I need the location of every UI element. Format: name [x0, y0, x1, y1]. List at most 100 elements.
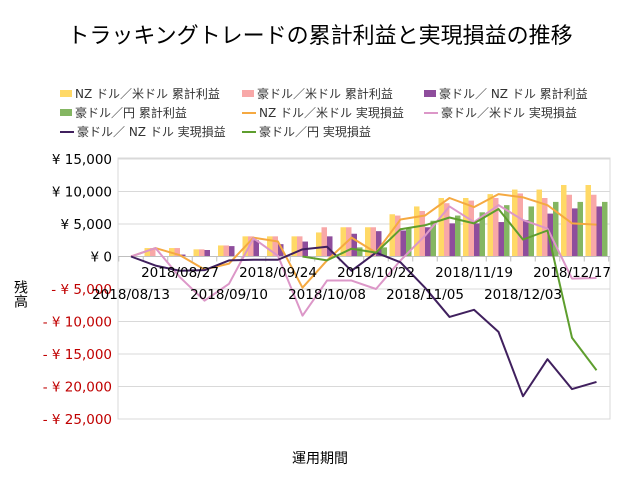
series-line	[130, 204, 597, 317]
x-tick-label: 2018/08/27	[141, 265, 219, 281]
legend-swatch	[242, 130, 256, 133]
legend-item: 豪ドル／米ドル 累計利益	[242, 85, 424, 102]
bar	[370, 227, 376, 257]
legend-label: NZ ドル／米ドル 累計利益	[75, 87, 220, 101]
legend-swatch	[242, 111, 256, 114]
chart-title: トラッキングトレードの累計利益と実現損益の推移	[67, 24, 573, 49]
x-tick-label: 2018/09/10	[190, 287, 268, 303]
bar	[389, 214, 395, 257]
legend-swatch	[60, 130, 74, 133]
legend-label: NZ ドル／米ドル 実現損益	[259, 106, 404, 120]
bar	[229, 246, 235, 257]
bar	[199, 249, 205, 257]
bar	[174, 248, 180, 257]
bar	[444, 203, 450, 257]
bar	[504, 205, 510, 257]
y-tick-label: - ¥ 20,000	[43, 380, 112, 396]
bar	[316, 232, 322, 257]
bar	[438, 198, 444, 257]
y-tick-label: ¥ 10,000	[52, 185, 112, 201]
bar	[498, 222, 504, 257]
bar	[346, 227, 352, 257]
legend-item: NZ ドル／米ドル 実現損益	[242, 104, 424, 121]
bar	[406, 228, 412, 257]
bar	[327, 236, 333, 257]
bar	[340, 227, 346, 257]
legend-swatch	[60, 109, 72, 116]
bar	[602, 201, 608, 257]
bar	[468, 200, 474, 257]
bar	[272, 236, 278, 257]
bar	[572, 208, 578, 257]
bar	[528, 206, 534, 257]
legend-label: 豪ドル／ NZ ドル 実現損益	[77, 125, 226, 139]
bar	[357, 247, 363, 257]
bar	[487, 194, 493, 257]
x-tick-label: 2018/08/13	[92, 287, 170, 303]
bar	[566, 194, 572, 257]
y-tick-label: - ¥ 25,000	[43, 412, 112, 428]
bar	[365, 227, 371, 257]
bar	[479, 212, 485, 257]
legend-label: 豪ドル／米ドル 実現損益	[441, 106, 577, 120]
legend-item: 豪ドル／円 累計利益	[60, 104, 242, 121]
bar	[321, 227, 327, 257]
legend-label: 豪ドル／円 累計利益	[75, 106, 187, 120]
bar	[267, 236, 273, 257]
bar	[425, 227, 431, 257]
bar	[150, 248, 156, 257]
bar	[512, 189, 518, 257]
x-tick-label: 2018/12/17	[533, 265, 611, 281]
x-axis-label: 運用期間	[292, 451, 348, 467]
legend-item: 豪ドル／ NZ ドル 累計利益	[424, 85, 606, 102]
bar	[596, 206, 602, 257]
bar	[376, 231, 382, 257]
legend-item: NZ ドル／米ドル 累計利益	[60, 85, 242, 102]
bar	[419, 211, 425, 257]
bar	[248, 236, 254, 257]
bar	[381, 247, 387, 257]
y-tick-label: ¥ 0	[91, 250, 112, 266]
bar	[474, 223, 480, 257]
legend-item: 豪ドル／ NZ ドル 実現損益	[60, 123, 242, 140]
bar	[218, 245, 224, 257]
bar	[536, 189, 542, 257]
bar	[180, 254, 186, 257]
x-tick-label: 2018/11/19	[435, 265, 513, 281]
bar	[400, 230, 406, 257]
bar	[493, 198, 499, 257]
series-line	[302, 208, 598, 371]
bar	[591, 194, 597, 257]
x-tick-label: 2018/11/05	[386, 287, 464, 303]
bar	[585, 185, 591, 257]
y-tick-label: ¥ 5,000	[60, 217, 112, 233]
bar	[351, 233, 357, 257]
bar	[253, 240, 259, 257]
bar	[430, 220, 436, 257]
y-tick-label: - ¥ 5,000	[51, 282, 112, 298]
y-tick-label: - ¥ 15,000	[43, 347, 112, 363]
bar	[449, 223, 455, 257]
bar	[553, 201, 559, 257]
x-tick-label: 2018/09/24	[239, 265, 317, 281]
legend-item: 豪ドル／円 実現損益	[242, 123, 424, 140]
bar	[463, 198, 469, 257]
bar	[223, 245, 229, 257]
series-line	[130, 245, 597, 398]
bar	[297, 236, 303, 257]
legend: NZ ドル／米ドル 累計利益 豪ドル／米ドル 累計利益 豪ドル／ NZ ドル 累…	[60, 84, 620, 141]
legend-item: 豪ドル／米ドル 実現損益	[424, 104, 606, 121]
bar	[455, 215, 461, 257]
x-tick-label: 2018/12/03	[484, 287, 562, 303]
y-tick-label: ¥ 15,000	[52, 152, 112, 168]
bar	[204, 250, 210, 257]
legend-swatch	[424, 90, 436, 97]
legend-swatch	[60, 90, 72, 97]
x-tick-label: 2018/10/08	[288, 287, 366, 303]
bar	[517, 193, 523, 257]
legend-label: 豪ドル／円 実現損益	[259, 125, 371, 139]
legend-label: 豪ドル／ NZ ドル 累計利益	[439, 87, 588, 101]
x-tick-label: 2018/10/22	[337, 265, 415, 281]
